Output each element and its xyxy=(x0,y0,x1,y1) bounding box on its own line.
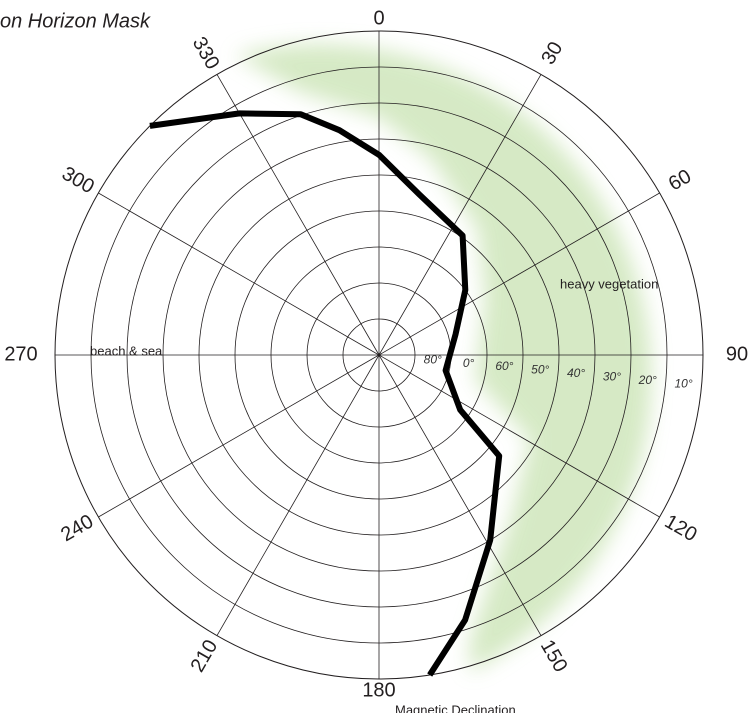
ring-label: 20° xyxy=(638,373,657,387)
spoke xyxy=(98,192,380,356)
azimuth-label: 300 xyxy=(58,163,98,199)
spoke xyxy=(98,354,380,518)
azimuth-label: 330 xyxy=(188,33,224,73)
annotation: beach & sea xyxy=(90,343,163,358)
azimuth-label: 150 xyxy=(536,636,572,676)
spoke xyxy=(378,192,660,356)
spoke xyxy=(378,354,660,518)
spoke xyxy=(216,354,380,636)
spoke xyxy=(216,74,380,356)
ring-label: 10° xyxy=(675,377,693,391)
chart-title: on Horizon Mask xyxy=(0,10,151,32)
azimuth-label: 0 xyxy=(373,7,384,29)
azimuth-label: 90 xyxy=(726,343,748,365)
ring-label: 50° xyxy=(531,363,549,377)
azimuth-label: 120 xyxy=(661,511,701,547)
azimuth-label: 270 xyxy=(4,343,37,365)
ring-label: 0° xyxy=(463,356,475,370)
ring-label: 40° xyxy=(567,366,585,380)
horizon-line xyxy=(149,110,503,677)
plot: heavy vegetation beach & sea xyxy=(90,110,658,677)
ring-label: 80° xyxy=(424,352,442,366)
spoke xyxy=(378,354,542,636)
azimuth-label: 60 xyxy=(665,165,695,195)
azimuth-label: 210 xyxy=(187,636,223,676)
azimuth-label: 30 xyxy=(537,38,567,68)
azimuth-label: 180 xyxy=(362,679,395,701)
annotation: heavy vegetation xyxy=(560,276,658,291)
ring-label: 60° xyxy=(495,359,513,373)
spoke xyxy=(378,74,542,356)
ring-label: 30° xyxy=(603,370,621,384)
azimuth-label: 240 xyxy=(57,511,97,547)
vegetation-shade xyxy=(235,44,652,673)
footnote: Magnetic Declination xyxy=(395,702,516,713)
